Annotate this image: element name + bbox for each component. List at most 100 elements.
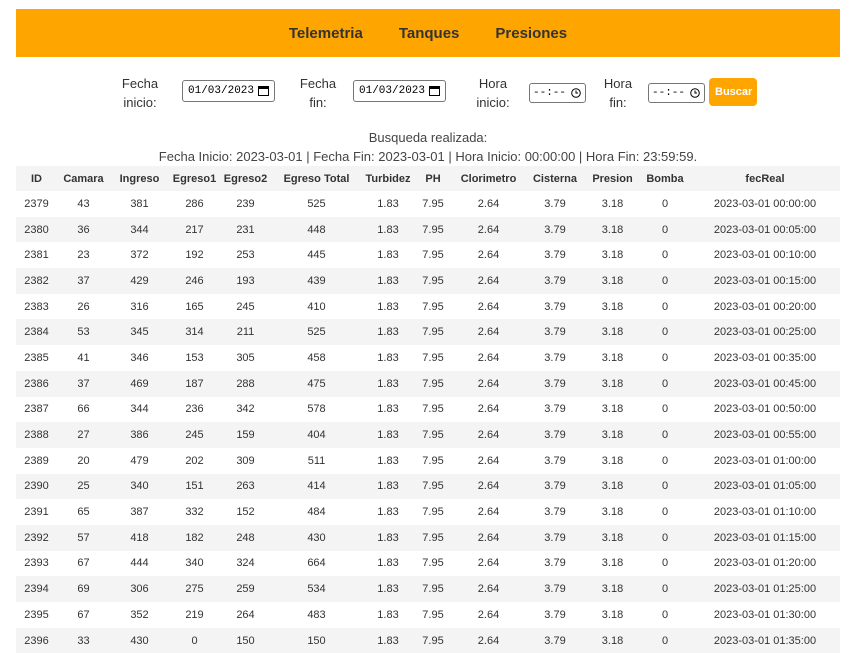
cell-egreso-total: 534 [271,576,362,602]
cell-ingreso: 386 [110,422,169,448]
cell-clorimetro: 2.64 [452,370,525,397]
cell-cisterna: 3.79 [525,268,585,294]
cell-turbidez: 1.83 [362,524,414,551]
fecha-fin-value: 01/03/2023 [359,85,426,97]
column-header-ph: PH [414,166,452,191]
cell-presion: 3.18 [585,627,640,653]
cell-cisterna: 3.79 [525,422,585,448]
cell-turbidez: 1.83 [362,473,414,500]
cell-egreso2: 152 [236,506,255,519]
cell-bomba: 0 [661,557,669,570]
fecha-inicio-input[interactable]: 01/03/2023 [182,80,275,102]
cell-fecreal: 2023-03-01 01:05:00 [690,473,840,500]
cell-ingreso: 344 [110,216,169,243]
cell-egreso2: 288 [220,370,271,397]
cell-egreso-total: 404 [271,422,362,448]
table-row: 2381 23 372 192 253 445 1.83 7.95 2.64 3.79 3.18 0 2… [16,242,840,268]
cell-camara: 26 [77,300,90,313]
cell-egreso-total: 458 [307,351,326,364]
cell-clorimetro: 2.64 [477,351,500,364]
cell-ingreso: 469 [110,370,169,397]
cell-bomba: 0 [640,524,690,551]
nav-presiones[interactable]: Presiones [495,24,568,42]
hora-inicio-input[interactable]: --:-- [529,83,586,103]
cell-egreso1: 192 [185,249,204,262]
cell-ph: 7.95 [422,403,444,416]
cell-turbidez: 1.83 [362,576,414,602]
cell-fecreal: 2023-03-01 01:25:00 [690,576,840,602]
cell-clorimetro: 2.64 [452,576,525,602]
cell-ph: 7.95 [422,197,444,210]
column-header-clorimetro: Clorimetro [452,166,525,191]
cell-bomba: 0 [661,454,669,467]
cell-bomba: 0 [640,473,690,500]
cell-camara: 37 [57,268,110,294]
cell-presion: 3.18 [585,473,640,500]
nav-telemetria[interactable]: Telemetria [288,24,363,42]
calendar-icon[interactable] [429,85,440,96]
cell-cisterna: 3.79 [544,300,566,313]
fecha-fin-input[interactable]: 01/03/2023 [353,80,446,102]
clock-icon[interactable] [571,88,581,98]
cell-ingreso: 444 [130,557,149,570]
cell-egreso2: 264 [236,608,255,621]
cell-egreso1: 219 [185,608,204,621]
hora-fin-value: --:-- [652,87,686,99]
cell-id: 2383 [24,300,49,313]
cell-turbidez: 1.83 [362,268,414,294]
cell-egreso-total: 448 [271,216,362,243]
hora-fin-label-line1: Hora [603,76,633,91]
cell-ingreso: 372 [130,249,149,262]
cell-egreso-total: 484 [307,506,326,519]
cell-ingreso: 344 [130,403,149,416]
column-header-turbidez: Turbidez [362,166,414,191]
hora-fin-input[interactable]: --:-- [648,83,705,103]
column-header-ingreso: Ingreso [110,166,169,191]
cell-egreso2: 263 [220,473,271,500]
cell-clorimetro: 2.64 [477,300,500,313]
cell-id: 2382 [16,268,57,294]
cell-ph: 7.95 [414,524,452,551]
table-row: 2388 27 386 245 159 404 1.83 7.95 2.64 3.79 3.18 0 2… [16,422,840,448]
table-row: 2392 57 418 182 248 430 1.83 7.95 2.64 3.79 3.18 0 2… [16,524,840,551]
hora-inicio-label-line1: Hora [478,76,508,91]
cell-ph: 7.95 [422,351,444,364]
table-row: 2396 33 430 0 150 150 1.83 7.95 2.64 3.79 3.18 0 202… [16,627,840,653]
fecha-inicio-label-line2: inicio: [123,95,157,110]
cell-egreso-total: 445 [307,249,326,262]
cell-turbidez: 1.83 [377,351,399,364]
cell-egreso2: 248 [220,524,271,551]
cell-bomba: 0 [661,300,669,313]
cell-egreso2: 211 [220,319,271,346]
cell-fecreal: 2023-03-01 01:15:00 [690,524,840,551]
fecha-fin-label-line1: Fecha [299,76,337,91]
cell-id: 2387 [24,403,49,416]
cell-camara: 66 [77,403,90,416]
clock-icon[interactable] [690,88,700,98]
cell-bomba: 0 [661,403,669,416]
buscar-button[interactable]: Buscar [709,78,757,106]
fecha-inicio-label: Fecha inicio: [112,74,168,112]
cell-camara: 57 [57,524,110,551]
fecha-inicio-value: 01/03/2023 [188,85,255,97]
cell-egreso2: 253 [236,249,255,262]
cell-turbidez: 1.83 [362,216,414,243]
cell-bomba: 0 [661,608,669,621]
cell-turbidez: 1.83 [362,422,414,448]
cell-egreso-total: 430 [271,524,362,551]
summary-details: Fecha Inicio: 2023-03-01 | Fecha Fin: 20… [158,149,698,164]
cell-id: 2389 [24,454,49,467]
cell-egreso1: 202 [185,454,204,467]
cell-egreso2: 239 [236,197,255,210]
calendar-icon[interactable] [258,85,269,96]
cell-ingreso: 306 [110,576,169,602]
cell-presion: 3.18 [601,506,624,519]
cell-cisterna: 3.79 [544,454,566,467]
cell-egreso1: 182 [169,524,220,551]
cell-presion: 3.18 [601,249,624,262]
nav-tanques[interactable]: Tanques [398,24,460,42]
cell-fecreal: 2023-03-01 01:35:00 [690,627,840,653]
column-header-egreso1: Egreso1 [169,166,220,191]
cell-presion: 3.18 [585,216,640,243]
cell-bomba: 0 [661,506,669,519]
